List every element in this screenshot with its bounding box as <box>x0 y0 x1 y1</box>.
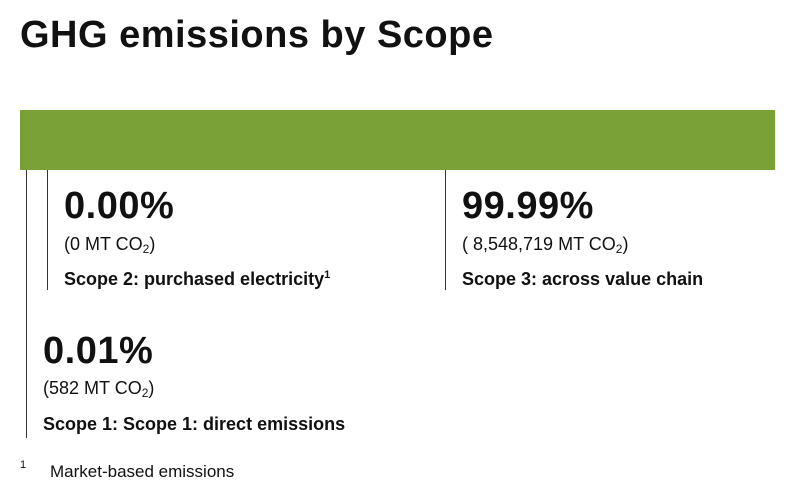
chart-title: GHG emissions by Scope <box>20 14 494 56</box>
scope1-leader-line <box>26 170 27 438</box>
footnote-mark: 1 <box>20 459 27 471</box>
scope1-percent: 0.01% <box>43 330 154 372</box>
scope2-label: Scope 2: purchased electricity1 <box>64 269 331 289</box>
footnote-text: Market-based emissions <box>50 462 235 481</box>
scope3-label: Scope 3: across value chain <box>462 269 704 289</box>
scope1-label: Scope 1: Scope 1: direct emissions <box>43 414 346 434</box>
scope2-amount: (0 MT CO2) <box>64 234 156 256</box>
footnote-ref: 1 <box>324 269 331 281</box>
scope3-amount: ( 8,548,719 MT CO2) <box>462 234 629 256</box>
emissions-bar <box>20 110 775 170</box>
scope1-amount: (582 MT CO2) <box>43 378 155 400</box>
scope2-percent: 0.00% <box>64 185 175 227</box>
scope2-leader-line <box>47 170 48 290</box>
scope3-percent: 99.99% <box>462 185 594 227</box>
scope3-leader-line <box>445 170 446 290</box>
